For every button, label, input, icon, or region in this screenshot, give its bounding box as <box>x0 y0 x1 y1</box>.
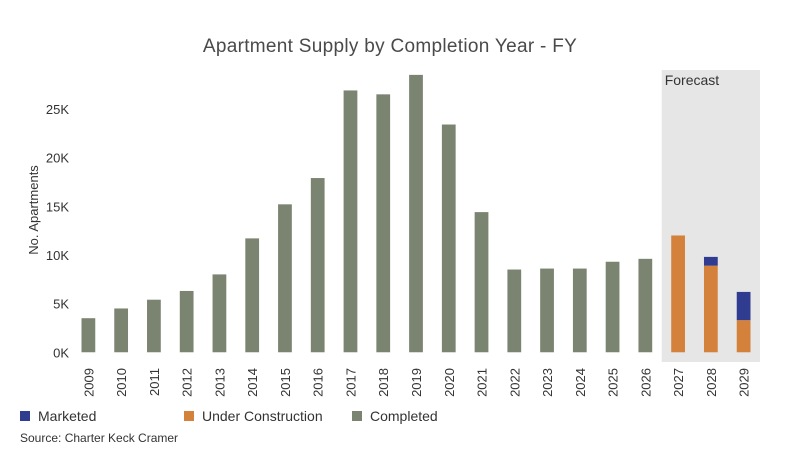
x-tick-label: 2022 <box>507 368 522 397</box>
x-tick-label: 2013 <box>212 368 227 397</box>
bar-completed-2014 <box>245 238 260 353</box>
legend-label-marketed: Marketed <box>38 408 97 424</box>
bar-under-construction-2027 <box>671 235 685 353</box>
legend-label-under-construction: Under Construction <box>202 408 323 424</box>
x-axis: 2009 2010 2011 2012 2013 2014 2015 2016 2017 2018… <box>81 368 751 397</box>
legend-item-marketed: Marketed <box>20 408 96 424</box>
x-tick-label: 2029 <box>737 368 752 397</box>
x-tick-label: 2024 <box>573 368 588 397</box>
x-tick-label: 2025 <box>606 368 621 397</box>
bar-completed-2021 <box>474 212 489 353</box>
bar-completed-2019 <box>409 74 423 353</box>
y-axis-title: No. Apartments <box>26 165 41 255</box>
y-axis: 0K 5K 10K 15K 20K 25K <box>46 102 69 360</box>
bar-under-construction-2029 <box>736 320 751 353</box>
x-tick-label: 2019 <box>409 368 424 397</box>
x-tick-label: 2012 <box>180 368 195 397</box>
bar-completed-2010 <box>114 308 129 353</box>
bar-completed-2026 <box>638 258 653 353</box>
y-tick-label: 5K <box>53 297 69 312</box>
bar-completed-2024 <box>572 268 587 353</box>
y-tick-label: 25K <box>46 102 69 117</box>
source-note: Source: Charter Keck Cramer <box>20 431 179 445</box>
x-tick-label: 2020 <box>442 368 457 397</box>
chart-title: Apartment Supply by Completion Year - FY <box>202 36 578 57</box>
bar-completed-2023 <box>540 268 554 353</box>
x-tick-label: 2017 <box>343 368 358 397</box>
legend-swatch-marketed <box>20 411 30 421</box>
bar-completed-2009 <box>81 318 96 353</box>
x-tick-label: 2014 <box>245 368 260 397</box>
bar-completed-2025 <box>605 261 620 353</box>
bar-under-construction-2028 <box>703 265 718 353</box>
bar-completed-2020 <box>441 124 456 353</box>
x-tick-label: 2011 <box>147 368 162 396</box>
legend-item-completed: Completed <box>352 408 438 424</box>
bar-completed-2011 <box>147 299 161 353</box>
legend-label-completed: Completed <box>370 408 438 424</box>
bar-completed-2015 <box>278 204 292 353</box>
x-tick-label: 2016 <box>311 368 326 397</box>
x-tick-label: 2028 <box>704 368 719 397</box>
x-tick-label: 2026 <box>638 368 653 397</box>
y-tick-label: 20K <box>46 151 69 166</box>
x-tick-label: 2018 <box>376 368 391 397</box>
legend-swatch-under-construction <box>184 411 194 421</box>
y-tick-label: 10K <box>46 248 69 263</box>
bar-marketed-2029 <box>736 291 751 321</box>
bar-completed-2018 <box>376 94 391 353</box>
legend-item-under-construction: Under Construction <box>184 408 323 424</box>
y-tick-label: 15K <box>46 199 69 214</box>
x-tick-label: 2027 <box>671 368 686 397</box>
bar-completed-2022 <box>507 269 522 353</box>
bar-completed-2017 <box>343 90 358 353</box>
x-tick-label: 2021 <box>475 368 490 397</box>
bar-completed-2012 <box>179 290 194 353</box>
bars-layer <box>81 74 751 353</box>
bar-marketed-2028 <box>703 256 718 266</box>
x-tick-label: 2015 <box>278 368 293 397</box>
bar-completed-2013 <box>212 274 227 353</box>
x-tick-label: 2023 <box>540 368 555 397</box>
forecast-label: Forecast <box>665 72 720 88</box>
legend-swatch-completed <box>352 411 362 421</box>
x-tick-label: 2009 <box>81 368 96 397</box>
x-tick-label: 2010 <box>114 368 129 397</box>
bar-completed-2016 <box>310 178 325 353</box>
y-tick-label: 0K <box>53 345 69 360</box>
